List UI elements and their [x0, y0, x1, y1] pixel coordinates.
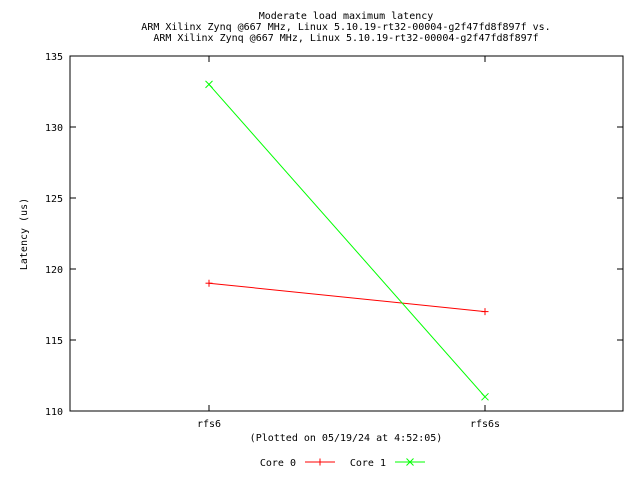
series-line-0 — [208, 282, 486, 313]
y-tick-label: 115 — [45, 336, 63, 347]
data-point — [205, 279, 213, 287]
chart-title-line: ARM Xilinx Zynq @667 MHz, Linux 5.10.19-… — [153, 33, 538, 44]
y-tick-label: 130 — [45, 123, 63, 134]
legend-label: Core 1 — [350, 458, 386, 469]
y-axis-label: Latency (us) — [19, 198, 30, 270]
legend-marker — [406, 458, 414, 466]
x-axis-label: (Plotted on 05/19/24 at 4:52:05) — [250, 433, 443, 444]
series-line-1 — [208, 84, 486, 398]
y-tick-label: 110 — [45, 407, 63, 418]
y-tick-label: 125 — [45, 194, 63, 205]
legend-marker — [316, 458, 324, 466]
data-point — [205, 80, 213, 89]
legend: Core 0 Core 1 — [260, 458, 425, 469]
y-tick-label: 135 — [45, 52, 63, 63]
data-point — [481, 308, 489, 316]
chart-title-line: ARM Xilinx Zynq @667 MHz, Linux 5.10.19-… — [141, 22, 550, 33]
plot-series — [205, 80, 489, 401]
x-tick-label: rfs6 — [197, 419, 221, 430]
data-point — [481, 392, 489, 401]
x-axis: rfs6 rfs6s — [197, 56, 500, 430]
y-tick-label: 120 — [45, 265, 63, 276]
x-tick-label: rfs6s — [470, 419, 500, 430]
y-axis: 110 115 120 125 130 135 — [45, 52, 623, 418]
chart-title-line: Moderate load maximum latency — [259, 11, 434, 22]
legend-label: Core 0 — [260, 458, 296, 469]
plot-frame — [69, 55, 624, 412]
